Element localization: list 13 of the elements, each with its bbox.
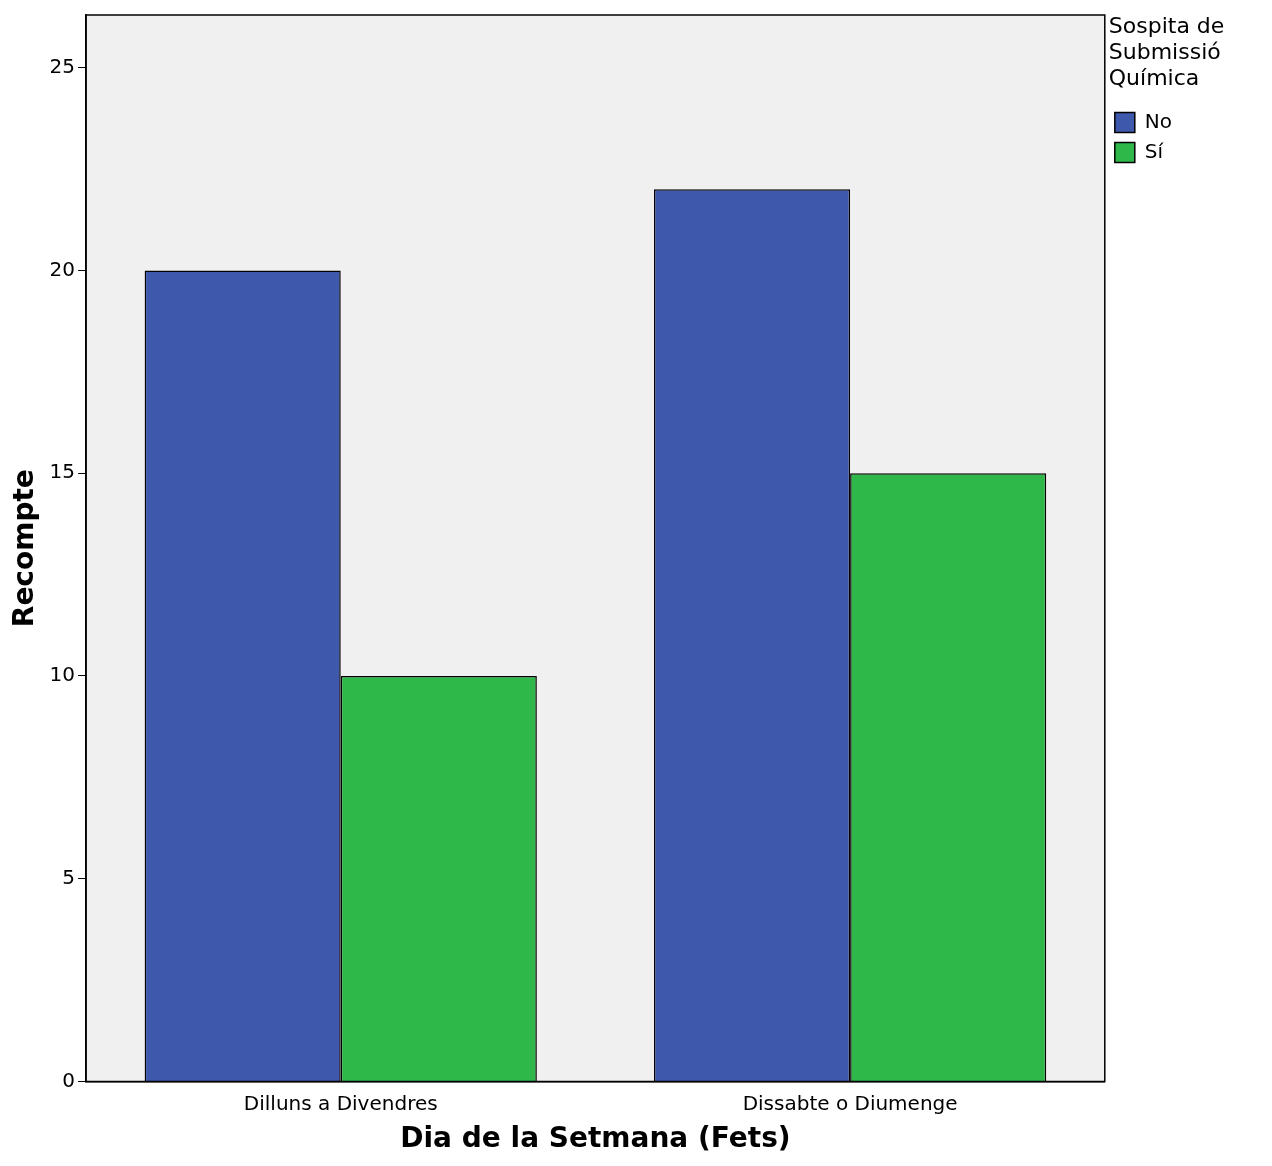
y-tick-label: 5 bbox=[62, 864, 76, 889]
y-axis-title: Recompte bbox=[7, 469, 41, 628]
x-tick-label: Dilluns a Divendres bbox=[243, 1090, 438, 1115]
legend-label: Sí bbox=[1144, 138, 1165, 163]
y-tick-label: 20 bbox=[49, 256, 76, 281]
y-tick-label: 0 bbox=[62, 1067, 76, 1092]
x-axis-title: Dia de la Setmana (Fets) bbox=[400, 1121, 791, 1155]
legend-label: No bbox=[1144, 108, 1173, 133]
y-tick-label: 10 bbox=[49, 662, 76, 687]
legend-title: Sospita de Submissió Química bbox=[1108, 12, 1225, 90]
y-tick-label: 15 bbox=[49, 459, 76, 484]
y-tick-label: 25 bbox=[49, 53, 76, 78]
x-tick-label: Dissabte o Diumenge bbox=[742, 1090, 958, 1115]
